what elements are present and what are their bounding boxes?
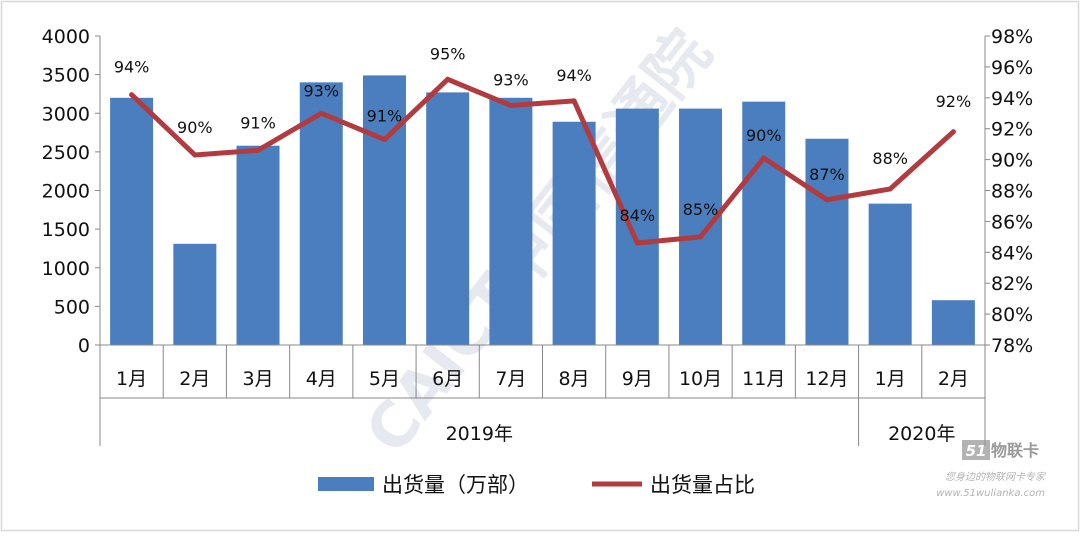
y-right-tick-label: 92% (991, 119, 1033, 141)
x-tick-label: 5月 (369, 368, 400, 390)
bar (552, 121, 596, 345)
y-left-tick-label: 1500 (42, 219, 90, 241)
x-tick-label: 7月 (495, 368, 526, 390)
line-point (192, 152, 198, 158)
x-tick-label: 8月 (559, 368, 590, 390)
bar (679, 108, 723, 346)
y-right-tick-label: 82% (991, 273, 1033, 295)
site-slogan: 您身边的物联网卡专家 (945, 471, 1047, 483)
y-left-tick-label: 4000 (42, 26, 90, 48)
line-data-label: 93% (303, 81, 339, 100)
bar (236, 145, 280, 345)
site-logo-text: 物联卡 (991, 441, 1039, 460)
y-left-tick-label: 2000 (42, 181, 90, 203)
y-left-tick-label: 500 (54, 296, 90, 318)
bar (426, 92, 470, 345)
line-data-label: 91% (240, 113, 276, 132)
bar (299, 82, 343, 345)
x-tick-label: 1月 (116, 368, 147, 390)
line-data-label: 95% (430, 44, 466, 63)
y-right-tick-label: 94% (991, 88, 1033, 110)
line-data-label: 93% (493, 71, 529, 90)
x-tick-label: 10月 (679, 368, 722, 390)
y-right-tick-label: 98% (991, 26, 1033, 48)
site-logo-mark (962, 440, 990, 460)
x-tick-label: 4月 (306, 368, 337, 390)
y-left-tick-label: 3500 (42, 65, 90, 87)
line-point (318, 110, 324, 116)
x-tick-label: 1月 (875, 368, 906, 390)
y-right-tick-label: 96% (991, 57, 1033, 79)
bar (362, 75, 406, 346)
x-group-label: 2020年 (888, 423, 955, 445)
line-point (129, 92, 135, 98)
line-point (761, 155, 767, 161)
share-line (129, 76, 956, 246)
bar (931, 300, 975, 345)
line-data-label: 85% (683, 200, 719, 219)
line-point (571, 98, 577, 104)
line-data-label: 88% (872, 149, 908, 168)
line-data-label: 84% (620, 206, 656, 225)
line-point (445, 76, 451, 82)
bar (805, 138, 849, 345)
line-data-label: 94% (556, 66, 592, 85)
x-tick-label: 12月 (805, 368, 848, 390)
line-data-label: 87% (809, 165, 845, 184)
legend-label-line: 出货量占比 (650, 473, 755, 497)
line-point (950, 129, 956, 135)
site-logo-number: 51 (966, 442, 987, 460)
bar (110, 97, 154, 345)
y-right-tick-label: 84% (991, 242, 1033, 264)
line-data-label: 90% (746, 126, 782, 145)
x-tick-label: 9月 (622, 368, 653, 390)
y-left-tick-label: 2500 (42, 142, 90, 164)
line-point (698, 234, 704, 240)
x-tick-label: 6月 (432, 368, 463, 390)
bar (489, 97, 533, 345)
y-right-tick-label: 78% (991, 335, 1033, 357)
y-right-tick-label: 80% (991, 304, 1033, 326)
x-group-label: 2019年 (446, 423, 513, 445)
line-data-label: 91% (367, 107, 403, 126)
bar (742, 101, 786, 345)
y-right-tick-label: 88% (991, 181, 1033, 203)
legend-swatch-bars (318, 477, 374, 491)
y-left-tick-label: 3000 (42, 103, 90, 125)
bar (173, 243, 217, 345)
site-url: www.51wulianka.com (936, 488, 1045, 499)
y-right-tick-label: 90% (991, 150, 1033, 172)
line-point (824, 197, 830, 203)
line-point (255, 147, 261, 153)
x-tick-label: 11月 (742, 368, 785, 390)
x-tick-label: 2月 (179, 368, 210, 390)
y-left-tick-label: 1000 (42, 258, 90, 280)
line-data-label: 92% (936, 92, 972, 111)
legend-label-bars: 出货量（万部） (382, 473, 529, 497)
line-data-label: 90% (177, 118, 213, 137)
line-point (508, 103, 514, 109)
line-point (887, 186, 893, 192)
line-point (634, 240, 640, 246)
line-data-label: 94% (114, 58, 150, 77)
x-tick-label: 2月 (938, 368, 969, 390)
line-point (381, 137, 387, 143)
x-tick-label: 3月 (242, 368, 273, 390)
bar (615, 108, 659, 346)
y-right-tick-label: 86% (991, 211, 1033, 233)
y-left-tick-label: 0 (78, 335, 90, 357)
bar (868, 203, 912, 345)
